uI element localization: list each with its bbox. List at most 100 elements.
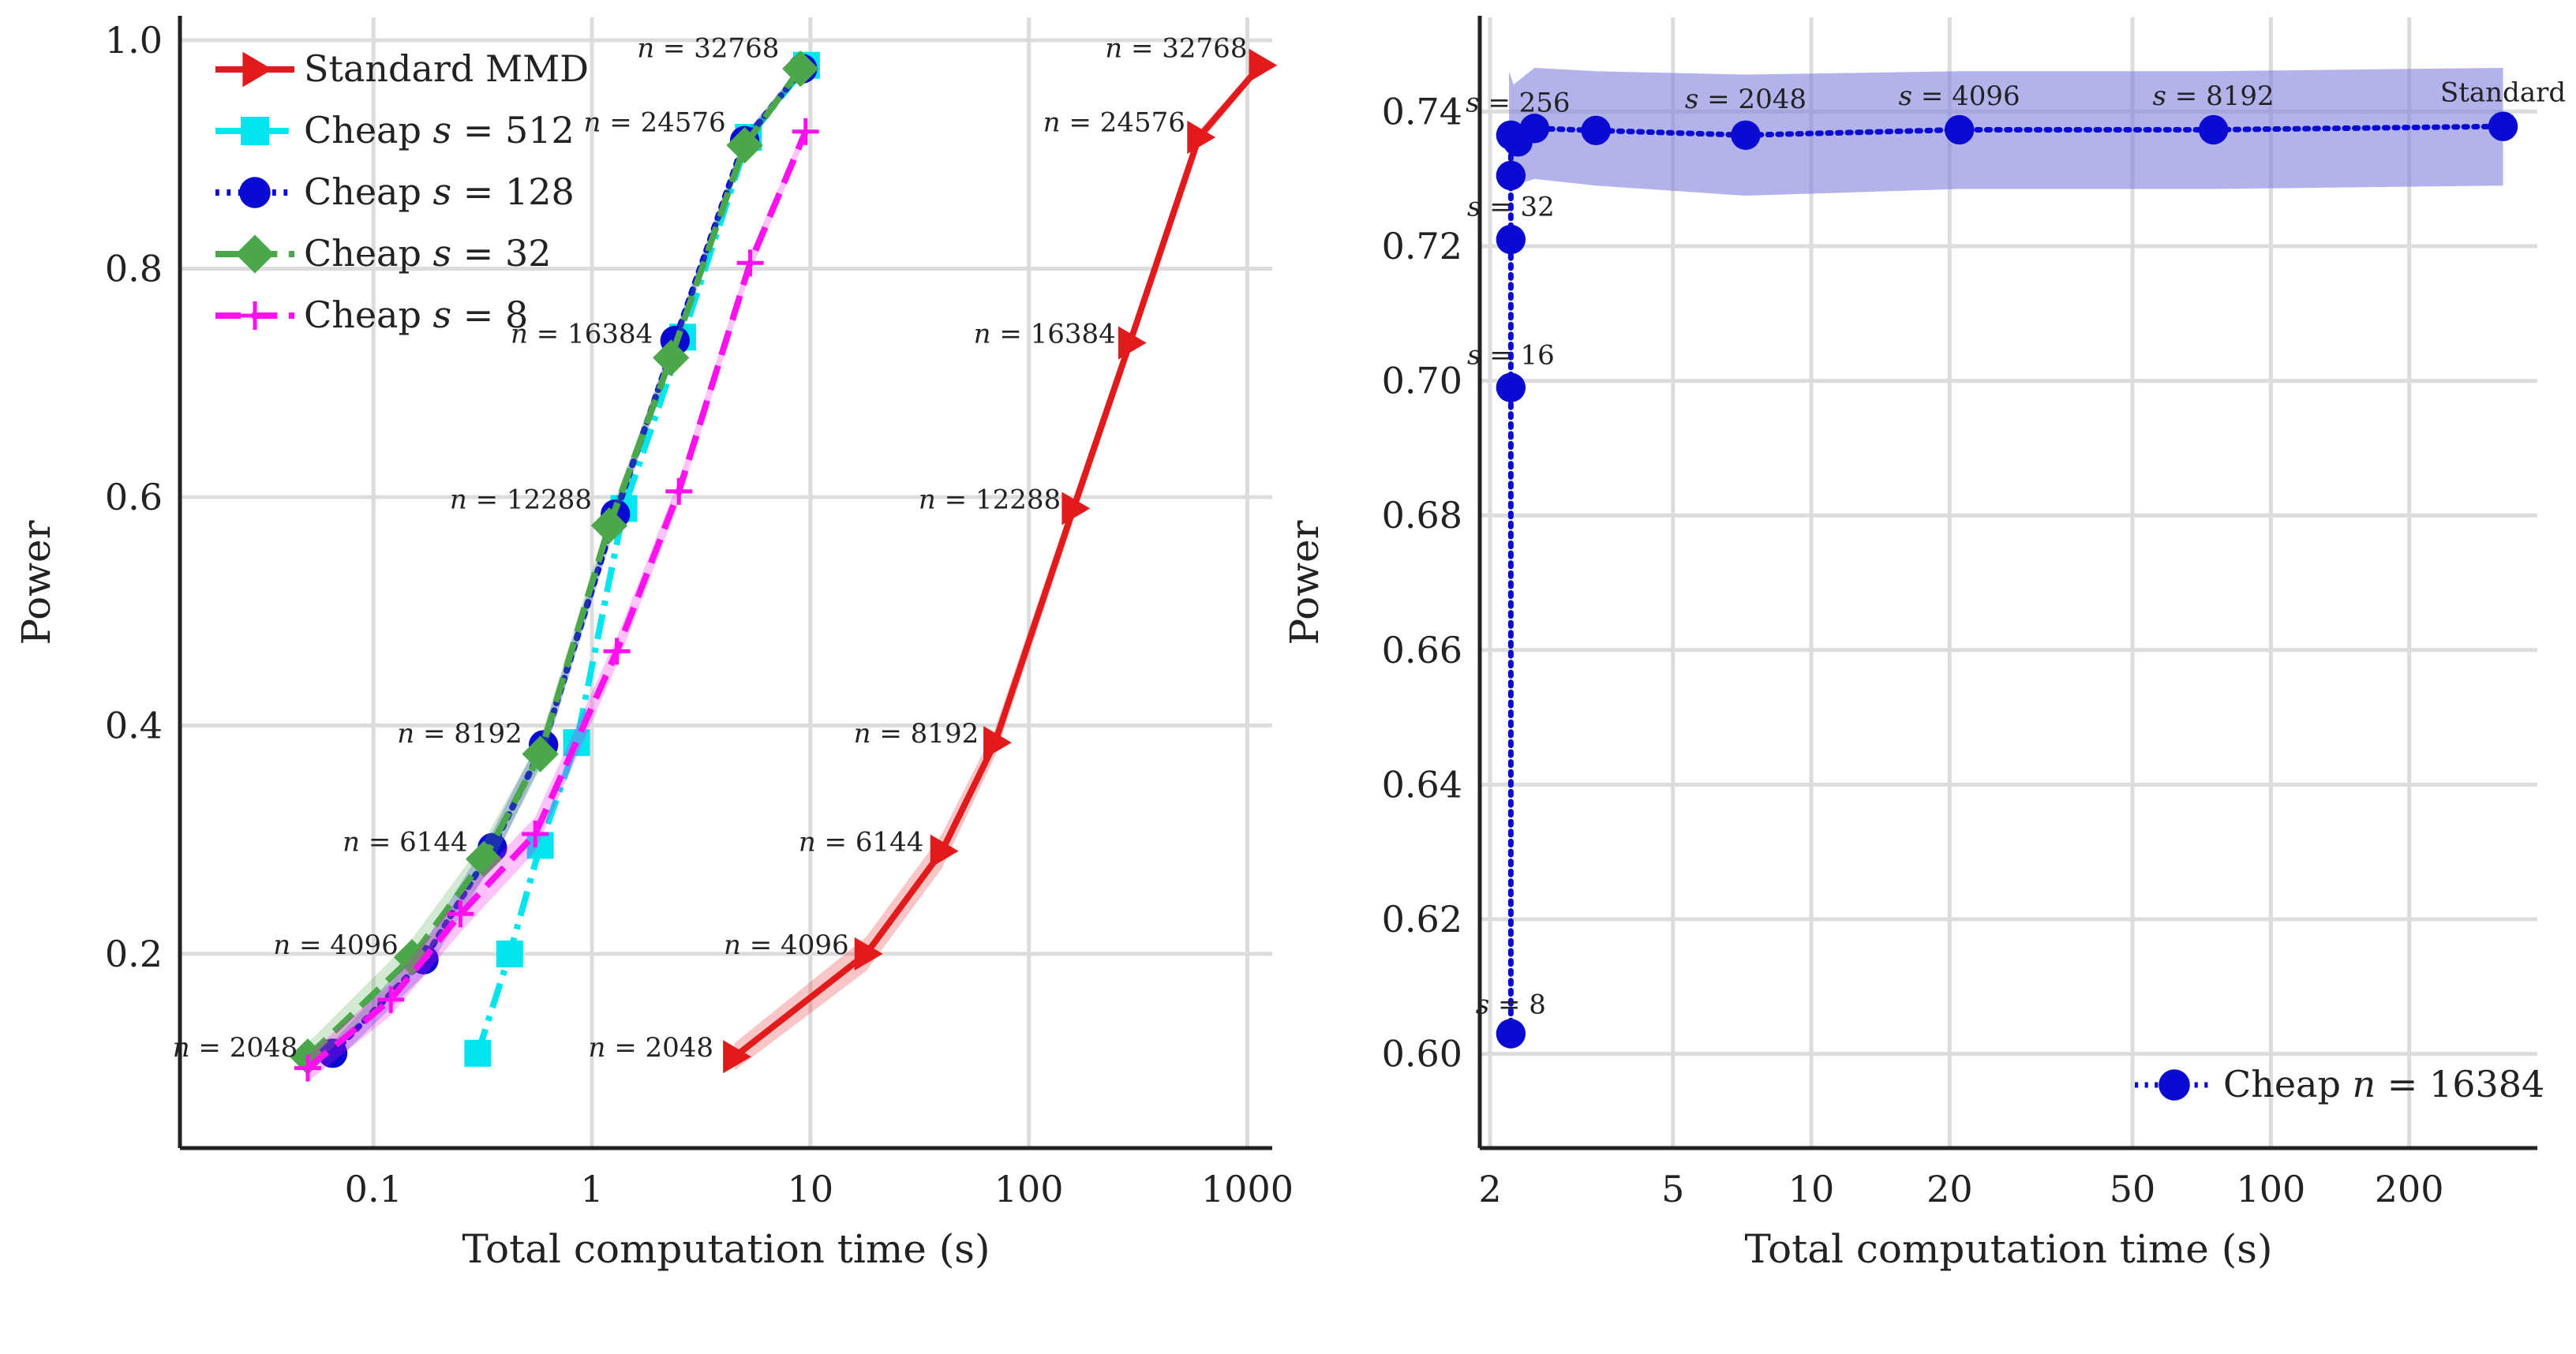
legend-marker <box>241 117 269 145</box>
point-annotation: n = 6144 <box>799 827 924 858</box>
point-annotation: n = 24576 <box>584 107 726 139</box>
point-annotation-value: = 4096 <box>741 929 849 961</box>
data-point <box>590 507 628 544</box>
data-point <box>464 1039 492 1067</box>
point-annotation: n = 12288 <box>919 484 1061 515</box>
series-line <box>329 65 806 1057</box>
point-annotation: n = 4096 <box>273 929 399 961</box>
x-tick-label: 100 <box>2236 1168 2305 1210</box>
data-point <box>377 986 405 1013</box>
data-point <box>317 1038 348 1068</box>
x-tick-label: 100 <box>994 1168 1064 1210</box>
series-line <box>305 66 803 1060</box>
legend-label-value: = 8 <box>451 294 528 336</box>
y-axis-label: Power <box>13 520 59 645</box>
legend-marker <box>241 301 269 330</box>
point-annotation: s = 8 <box>1476 989 1546 1020</box>
y-axis-label: Power <box>1282 520 1327 645</box>
x-axis-label: Total computation time (s) <box>462 1226 990 1272</box>
point-annotation-value: = 4096 <box>1912 80 2020 112</box>
y-tick-label: 1.0 <box>105 19 163 62</box>
x-axis-label: Total computation time (s) <box>1745 1226 2273 1272</box>
grid <box>1480 17 2537 1148</box>
data-point <box>465 840 503 877</box>
x-tick-label: 5 <box>1661 1168 1684 1210</box>
point-annotation: s = 32 <box>1467 192 1555 223</box>
legend-label: Cheap s = 32 <box>304 232 551 275</box>
legend-label-text: Cheap <box>304 232 433 275</box>
series-1 <box>1496 111 2518 1049</box>
point-annotation: s = 16 <box>1467 339 1555 371</box>
y-tick-label: 0.70 <box>1382 360 1462 402</box>
y-tick-label: 0.66 <box>1382 629 1462 671</box>
point-annotation: n = 2048 <box>173 1032 298 1064</box>
y-tick-label: 0.60 <box>1382 1033 1462 1075</box>
point-annotation-value: = 32768 <box>654 33 779 65</box>
point-annotation-value: = 6144 <box>360 827 468 858</box>
y-tick-label: 0.2 <box>105 933 163 975</box>
point-annotation-value: = 24576 <box>1061 107 1185 139</box>
legend-marker <box>242 51 273 88</box>
point-annotation-value: = 8192 <box>414 718 522 750</box>
point-annotation-value: = 32 <box>1481 192 1554 223</box>
series-band <box>734 61 1261 1071</box>
data-point <box>930 834 959 868</box>
point-annotation: s = 256 <box>1466 87 1570 118</box>
data-point <box>2198 114 2229 145</box>
point-annotation: n = 24576 <box>1043 107 1185 139</box>
legend-label-text: Cheap <box>304 170 433 213</box>
point-annotation: n = 6144 <box>343 827 468 858</box>
series-5 <box>294 118 819 1083</box>
series-1 <box>723 48 1278 1074</box>
point-annotation-var: n <box>974 319 991 350</box>
data-point <box>736 249 764 277</box>
point-annotation-var: n <box>919 484 936 515</box>
point-annotation-value: = 12288 <box>467 484 592 515</box>
legend-label: Cheap n = 16384 <box>2223 1063 2544 1105</box>
data-point <box>1496 224 1526 255</box>
x-tick-label: 50 <box>2110 1168 2156 1210</box>
legend-label: Cheap s = 128 <box>304 170 575 213</box>
legend-label-var: s <box>433 232 452 275</box>
data-point <box>2488 111 2518 141</box>
data-point <box>496 940 523 967</box>
data-point <box>1496 1019 1526 1049</box>
point-annotation-value: = 16384 <box>991 319 1116 350</box>
data-point <box>665 477 693 505</box>
point-annotation-var: n <box>799 827 816 858</box>
point-annotation-value: = 12288 <box>936 484 1061 515</box>
point-annotation: s = 4096 <box>1899 80 2020 112</box>
legend-label-text: Cheap <box>304 294 433 336</box>
point-annotation-value: = 6144 <box>816 827 924 858</box>
legend-label-var: s <box>433 170 452 213</box>
annotations: s = 8s = 16s = 32s = 256 s = 2048 s = 4096… <box>1466 77 2566 1021</box>
legend-label: Cheap s = 8 <box>304 294 528 336</box>
legend-label-text: Standard MMD <box>304 47 589 90</box>
point-annotation-var: s <box>1466 87 1479 118</box>
data-point <box>522 735 559 772</box>
legend-label-var: s <box>433 109 452 151</box>
point-annotation-var: s <box>1467 192 1481 223</box>
data-point <box>294 1054 321 1082</box>
point-annotation: s = 2048 <box>1685 84 1807 115</box>
data-point <box>1118 326 1147 360</box>
legend-label: Cheap s = 512 <box>304 109 575 151</box>
point-annotation: n = 16384 <box>974 319 1116 350</box>
data-point <box>782 50 819 88</box>
point-annotation-var: n <box>584 107 601 139</box>
point-annotation-value: = 16 <box>1481 339 1554 371</box>
series-line <box>1507 123 2507 1037</box>
legend-marker <box>235 234 275 274</box>
chart-2: 2 5 10 20 50 100 200 0.60 0.62 0.64 0.66 0.68 0.70 0.… <box>1282 16 2566 1272</box>
point-annotation-var: n <box>854 718 871 750</box>
point-annotation-var: s <box>1685 84 1698 115</box>
point-annotation-var: n <box>450 484 467 515</box>
point-annotation-value: = 8 <box>1489 989 1546 1020</box>
legend-label: Standard MMD <box>304 47 589 90</box>
legend-marker <box>2159 1069 2190 1101</box>
legend-label-value: = 32 <box>451 232 551 275</box>
data-point <box>792 118 819 145</box>
data-point <box>1581 115 1611 145</box>
point-annotation-var: n <box>343 827 360 858</box>
